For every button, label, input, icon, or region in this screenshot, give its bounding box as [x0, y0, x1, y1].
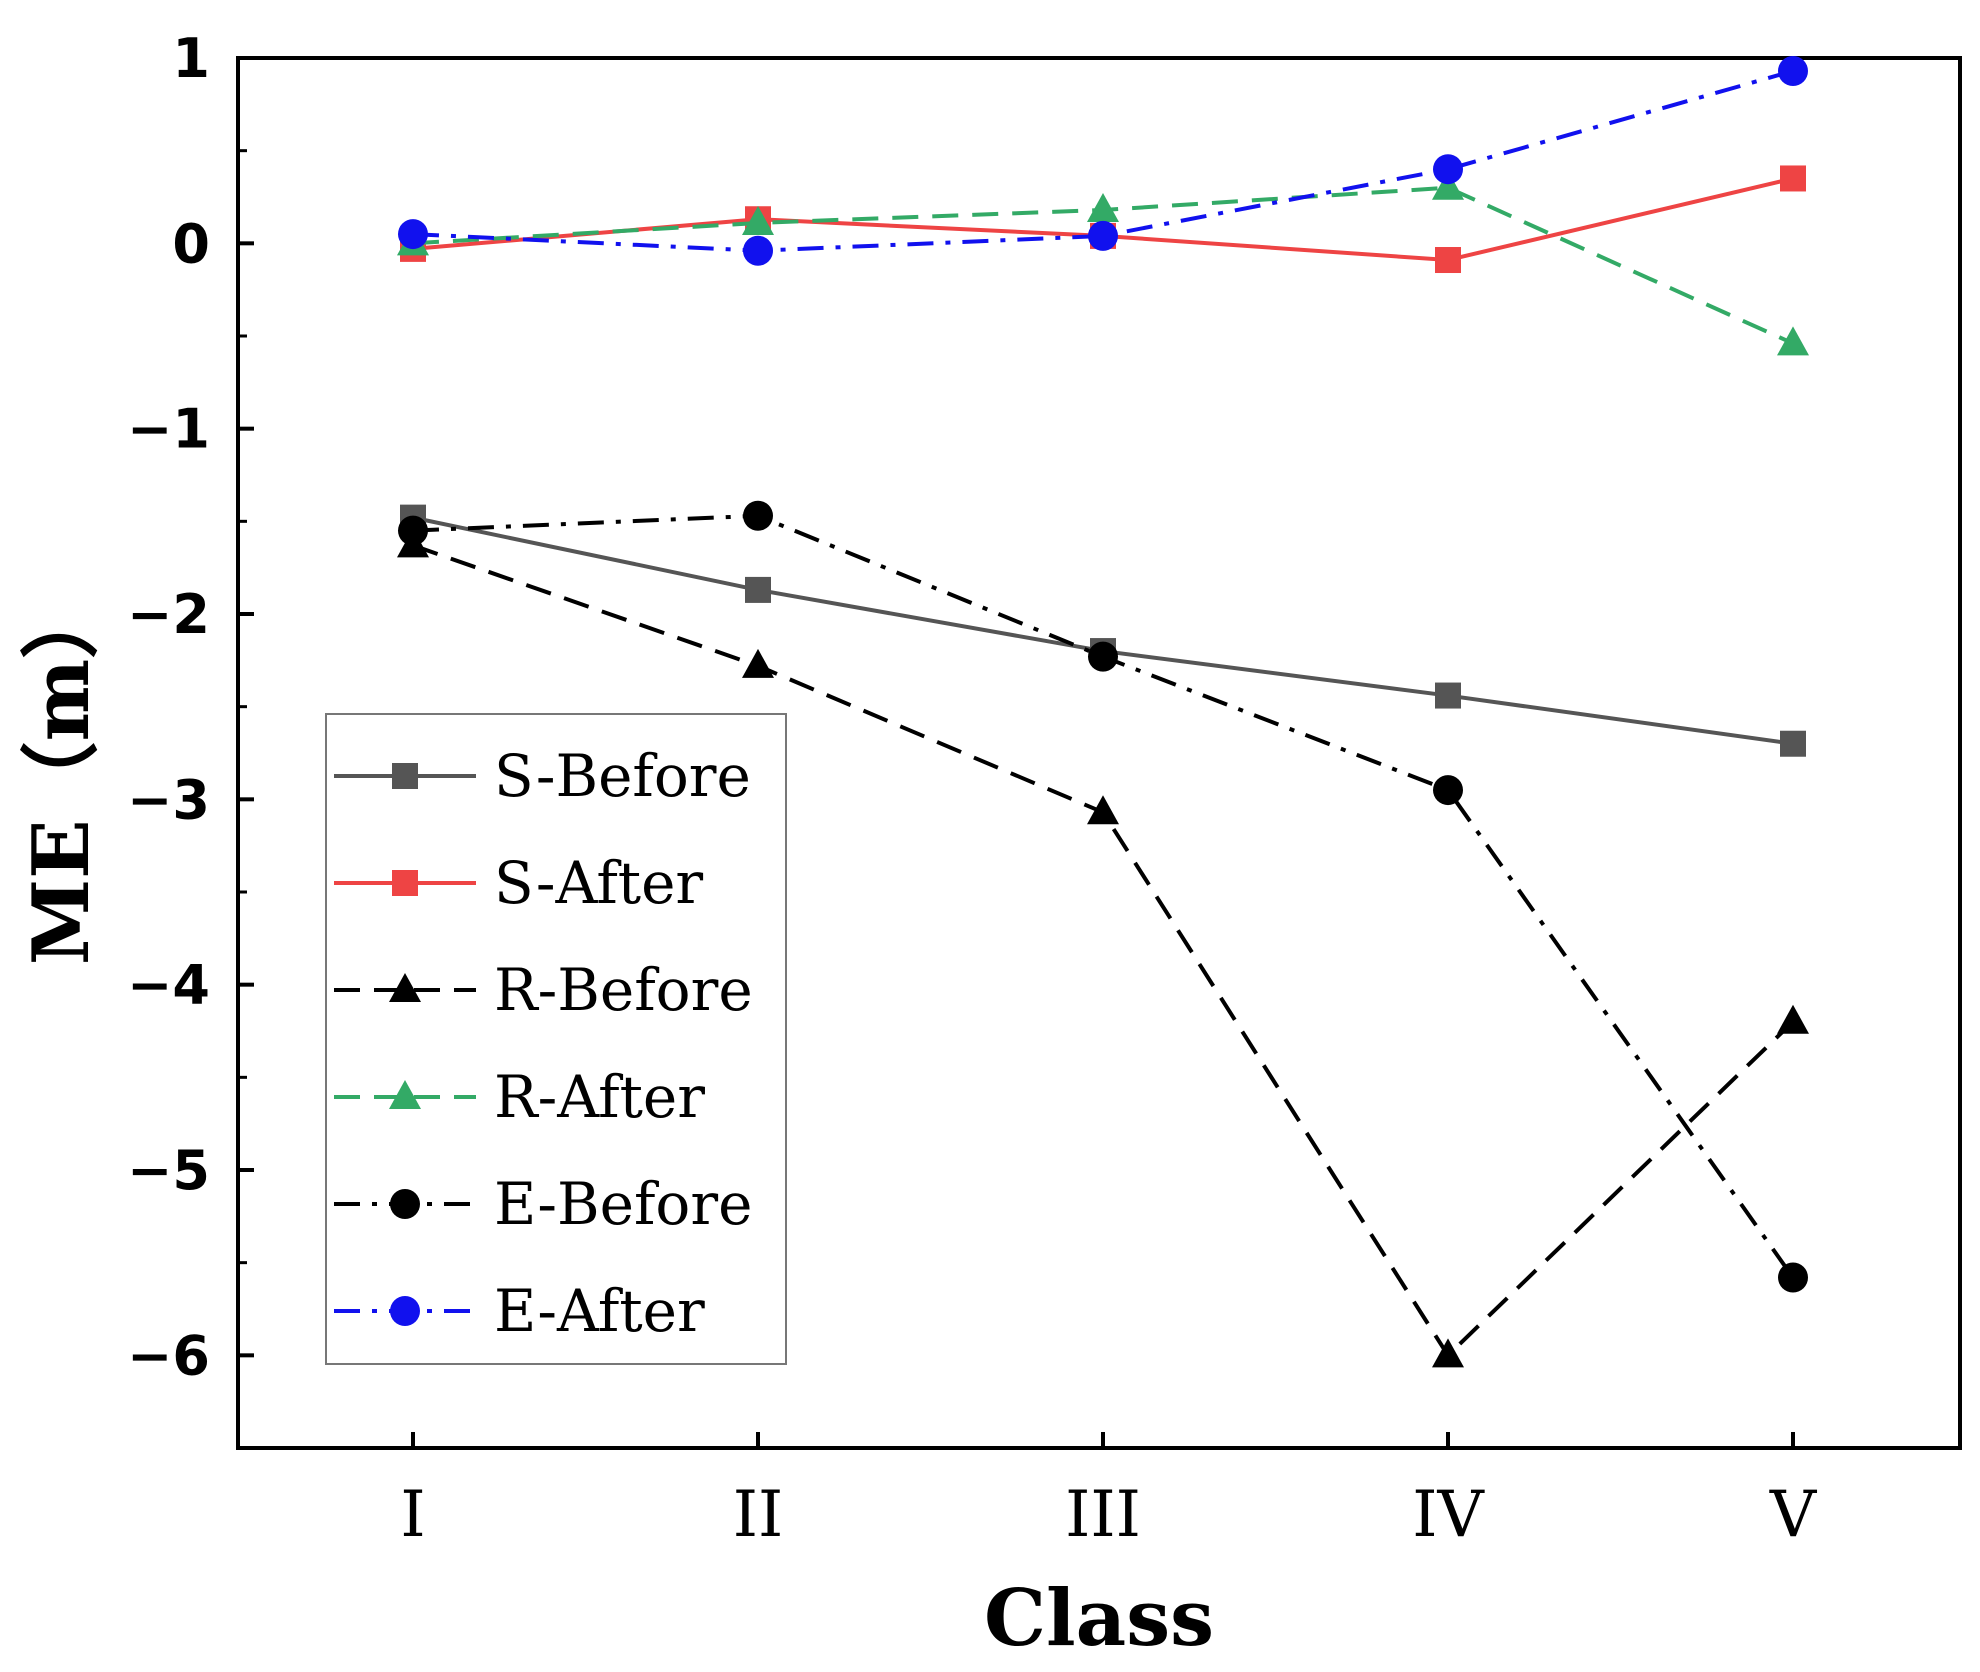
legend-marker	[390, 1296, 420, 1326]
y-tick-label: 0	[172, 212, 210, 275]
data-point-s-after	[1435, 247, 1461, 274]
legend-box	[325, 713, 787, 1365]
legend-label: S-Before	[494, 742, 751, 810]
legend-label: E-Before	[494, 1170, 752, 1238]
x-axis-title: Class	[984, 1573, 1214, 1664]
y-tick-label: −3	[127, 768, 210, 831]
data-point-r-after	[742, 205, 774, 235]
series-line-e-after	[412, 69, 1794, 253]
data-point-e-before	[743, 500, 773, 531]
legend-marker	[392, 870, 418, 896]
y-axis-title: ME（m）	[16, 581, 107, 965]
data-point-s-before	[1780, 730, 1806, 757]
legend-marker	[389, 973, 421, 1002]
y-tick-label: 1	[172, 27, 210, 90]
data-point-s-after	[1780, 165, 1806, 192]
y-tick-label: −5	[127, 1139, 210, 1202]
y-tick-label: −4	[127, 954, 210, 1017]
plot-frame	[236, 56, 1962, 1450]
legend-entry-e-before: E-Before	[334, 1170, 752, 1238]
data-point-e-before	[398, 515, 428, 546]
data-point-e-after	[1088, 220, 1118, 251]
series-e-before	[398, 500, 1808, 1293]
series-line-s-before	[412, 515, 1794, 746]
data-point-r-after	[1087, 192, 1119, 222]
data-point-e-after	[743, 235, 773, 266]
data-point-s-before	[1435, 682, 1461, 709]
data-point-e-before	[1433, 775, 1463, 806]
legend-entry-r-after: R-After	[334, 1063, 705, 1131]
series-e-after	[398, 55, 1808, 266]
plot-series	[397, 55, 1809, 1368]
legend-entry-s-before: S-Before	[334, 742, 751, 810]
legend: S-Before S-After R-Before R-After E-Before E-…	[325, 713, 787, 1365]
x-tick-label: I	[400, 1478, 425, 1552]
axes: 10−1−2−3−4−5−6I II III IV V	[127, 27, 1962, 1552]
legend-label: S-After	[494, 849, 703, 917]
data-point-r-before	[742, 648, 774, 678]
series-r-after	[397, 170, 1809, 356]
data-point-r-before	[1777, 1004, 1809, 1034]
y-tick-label: −6	[127, 1324, 210, 1387]
data-point-e-after	[1433, 154, 1463, 185]
legend-marker	[390, 1189, 420, 1219]
data-point-e-after	[398, 219, 428, 250]
x-tick-label: III	[1065, 1478, 1141, 1552]
y-tick-label: −1	[127, 398, 210, 461]
legend-label: R-Before	[494, 956, 753, 1024]
x-tick-label: IV	[1412, 1478, 1485, 1552]
data-point-s-before	[745, 576, 771, 603]
y-tick-label: −2	[127, 583, 210, 646]
data-point-e-after	[1778, 55, 1808, 86]
data-point-r-after	[1777, 326, 1809, 356]
legend-marker	[392, 763, 418, 789]
legend-entry-r-before: R-Before	[334, 956, 753, 1024]
legend-label: E-After	[494, 1277, 705, 1345]
x-tick-label: V	[1769, 1478, 1818, 1552]
x-tick-label: II	[733, 1478, 784, 1552]
legend-entry-s-after: S-After	[334, 849, 703, 917]
data-point-e-before	[1088, 641, 1118, 672]
data-point-e-before	[1778, 1262, 1808, 1293]
legend-label: R-After	[494, 1063, 705, 1131]
data-point-r-after	[1432, 170, 1464, 200]
data-point-r-before	[1087, 795, 1119, 825]
data-point-r-before	[1432, 1338, 1464, 1368]
legend-marker	[389, 1080, 421, 1109]
legend-entry-e-after: E-After	[334, 1277, 705, 1345]
